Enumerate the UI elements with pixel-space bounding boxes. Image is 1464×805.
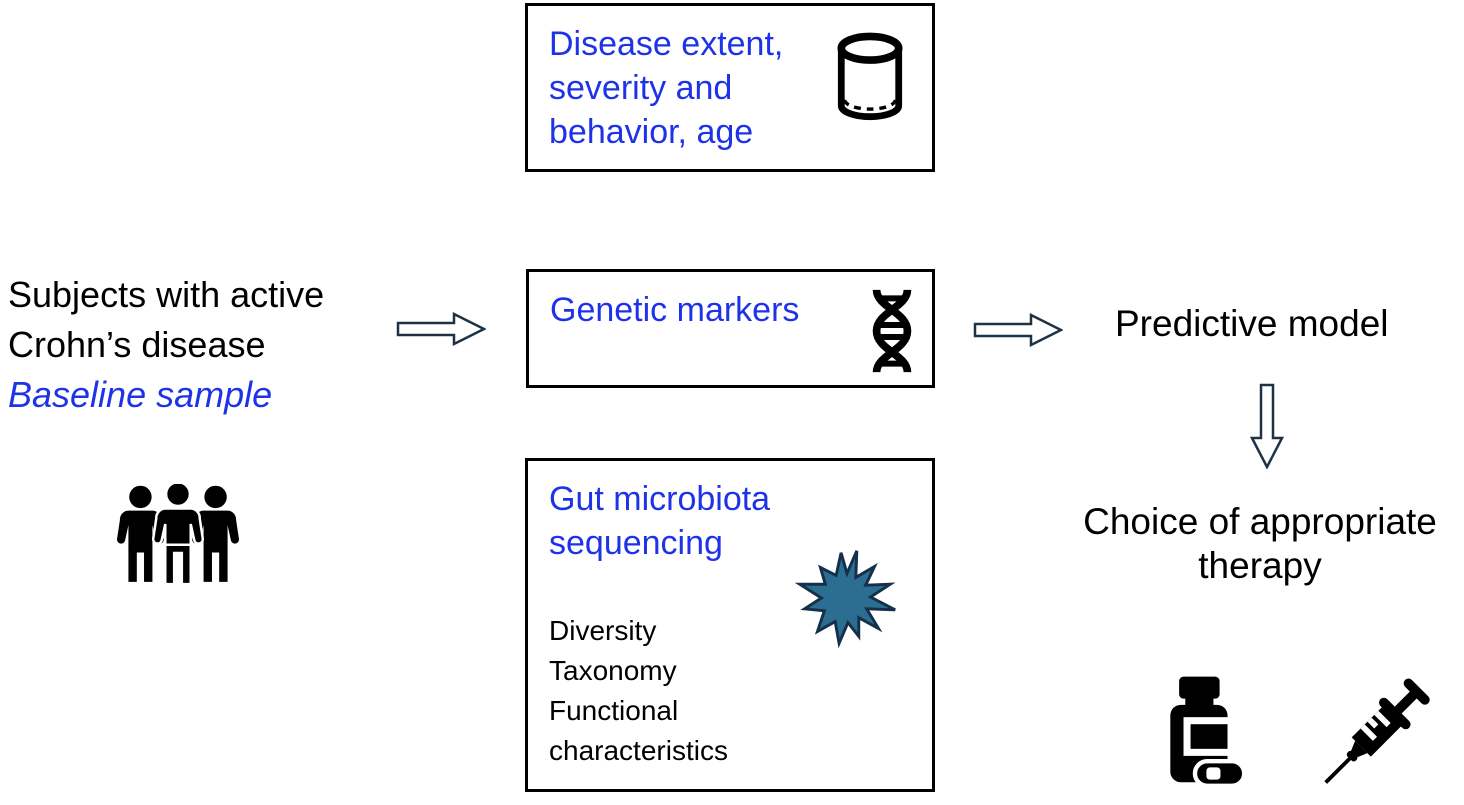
subjects-line-1: Subjects with active	[8, 274, 325, 315]
microbiota-item: Taxonomy	[549, 655, 677, 686]
microbiota-item: Diversity	[549, 615, 657, 646]
database-cylinder-icon	[837, 32, 903, 121]
microbiota-item: Functional characteristics	[549, 695, 728, 766]
genetic-box-label: Genetic markers	[550, 291, 800, 329]
pill-bottle-icon	[1170, 676, 1246, 788]
choice-of-therapy-label: Choice of appropriate therapy	[1083, 501, 1437, 586]
factor-box-microbiota: Gut microbiota sequencing Diversity Taxo…	[525, 458, 935, 792]
subjects-line-2: Crohn’s disease	[8, 324, 266, 365]
dna-helix-icon	[872, 289, 912, 373]
three-people-icon	[117, 484, 239, 584]
baseline-sample-note: Baseline sample	[8, 374, 273, 415]
factor-box-genetic: Genetic markers	[526, 269, 935, 388]
factor-box-disease: Disease extent, severity and behavior, a…	[525, 3, 935, 172]
microbiota-box-title: Gut microbiota sequencing	[549, 480, 771, 562]
disease-box-label: Disease extent, severity and behavior, a…	[549, 25, 784, 151]
starburst-icon	[794, 550, 896, 649]
subjects-label: Subjects with active Crohn’s disease Bas…	[8, 270, 393, 420]
arrow-down-to-therapy-icon	[1250, 383, 1284, 469]
arrow-right-from-subjects-icon	[396, 312, 486, 346]
microbiota-item-list: Diversity Taxonomy Functional characteri…	[549, 611, 799, 771]
predictive-model-label: Predictive model	[1115, 303, 1389, 344]
arrow-right-to-model-icon	[973, 313, 1063, 347]
syringe-icon	[1324, 678, 1430, 784]
